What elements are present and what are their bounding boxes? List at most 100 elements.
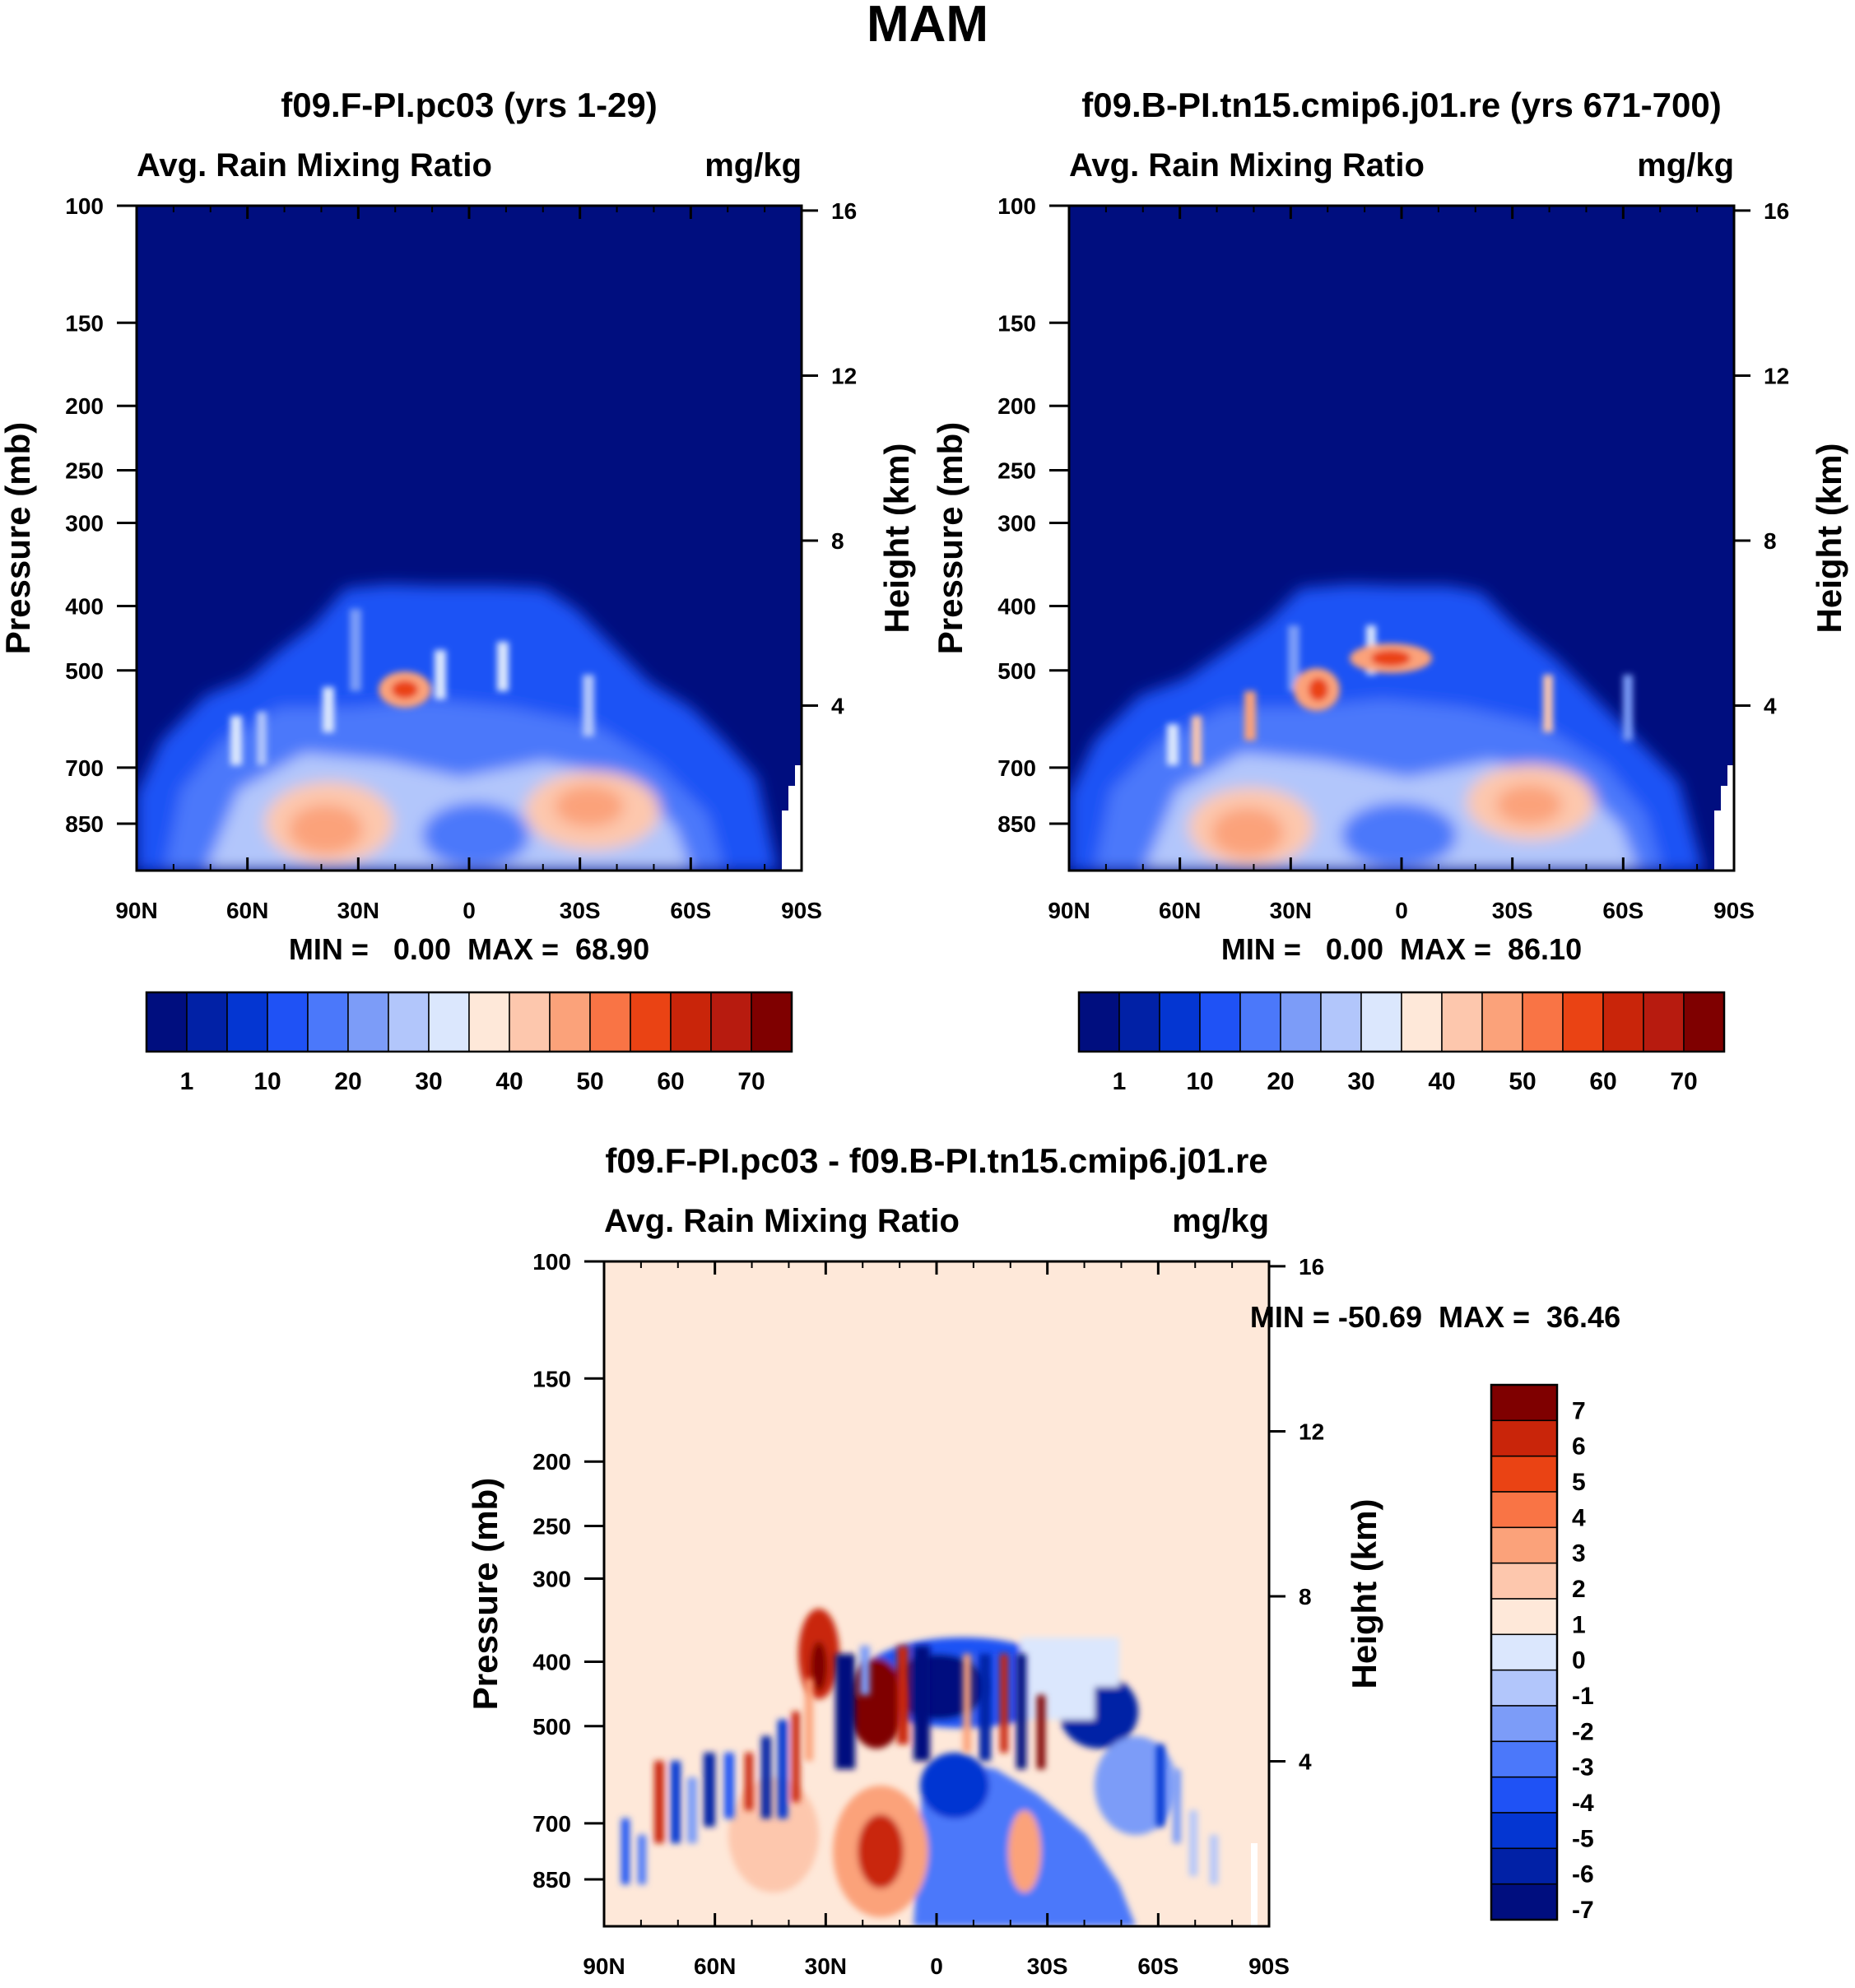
y-tick-label: 300	[532, 1567, 571, 1592]
panel-3-axes: 90N 60N 30N 0 30S 60S 90S 100 150 200 250 300 400 500…	[532, 1249, 1324, 1979]
panel-3-upper-red-2	[811, 1642, 827, 1691]
y-tick-label: 850	[532, 1867, 571, 1893]
colorbar-label: 60	[1589, 1068, 1616, 1095]
colorbar-box	[1360, 992, 1402, 1052]
colorbar-box	[388, 992, 430, 1052]
colorbar-label: 3	[1572, 1540, 1586, 1568]
y2-tick-label: 12	[1299, 1419, 1324, 1444]
y-tick-label: 100	[532, 1249, 571, 1275]
panel-3-streak	[805, 1679, 813, 1761]
colorbar-label: 30	[415, 1068, 442, 1095]
panel-3-colorbar: 7 6 5 4 3 2 1 0 -1 -2 -3 -4 -5 -6 -7	[1490, 1383, 1594, 1924]
panel-3-stats: MIN = -50.69 MAX = 36.46	[1250, 1300, 1620, 1334]
colorbar-box	[1159, 992, 1201, 1052]
colorbar-box	[589, 992, 631, 1052]
colorbar-label: 6	[1572, 1433, 1586, 1461]
panel-3-y2label: Height (km)	[1345, 1499, 1383, 1689]
y-tick-label: 400	[532, 1649, 571, 1674]
colorbar-label: 1	[180, 1068, 194, 1095]
panel-1-title: f09.F-PI.pc03 (yrs 1-29)	[281, 86, 658, 124]
x-tick-label: 90N	[583, 1953, 625, 1979]
x-tick-label: 30N	[805, 1953, 847, 1979]
colorbar-box	[267, 992, 309, 1052]
panel-1-y2label: Height (km)	[877, 444, 916, 634]
panel-1-peak-inner	[392, 680, 418, 699]
colorbar-box	[1078, 992, 1120, 1052]
panel-3-streak	[835, 1654, 855, 1769]
colorbar-box	[1490, 1705, 1558, 1743]
y-tick-label: 400	[997, 593, 1036, 619]
y2-tick-label: 8	[1299, 1584, 1312, 1609]
colorbar-label: 5	[1572, 1469, 1586, 1496]
x-tick-label: 90N	[1048, 898, 1090, 923]
colorbar-label: 0	[1572, 1647, 1586, 1674]
colorbar-label: 70	[737, 1068, 765, 1095]
panel-3-streak	[778, 1720, 788, 1818]
colorbar-label: 50	[576, 1068, 603, 1095]
colorbar-box	[226, 992, 268, 1052]
colorbar-label: -6	[1572, 1861, 1594, 1888]
y2-tick-label: 4	[1299, 1749, 1312, 1774]
panel-3-streak	[638, 1835, 646, 1884]
colorbar-label: 20	[1267, 1068, 1294, 1095]
panel-3-tropics-dark-red	[848, 1658, 905, 1749]
y-tick-label: 500	[997, 658, 1036, 684]
x-tick-label: 30S	[1492, 898, 1533, 923]
colorbar-box	[1522, 992, 1564, 1052]
colorbar-label: 50	[1509, 1068, 1536, 1095]
y-tick-label: 250	[997, 458, 1036, 484]
panel-3-red-patch-inner	[858, 1814, 904, 1888]
panel-3-streak	[1173, 1769, 1181, 1843]
x-tick-label: 60S	[670, 898, 711, 923]
colorbar-box	[1683, 992, 1725, 1052]
colorbar-box	[509, 992, 551, 1052]
panel-1-axes: 90N 60N 30N 0 30S 60S 90S 100 150 200 250 300 400 500…	[65, 193, 857, 923]
panel-3-streak	[1037, 1695, 1045, 1769]
colorbar-box	[468, 992, 510, 1052]
panel-1-ylabel: Pressure (mb)	[0, 422, 37, 654]
panel-3-ylabel: Pressure (mb)	[466, 1478, 504, 1710]
y2-tick-label: 16	[1764, 198, 1789, 224]
colorbar-box	[1643, 992, 1685, 1052]
panel-1-colorbar: 1 10 20 30 40 50 60 70	[145, 991, 793, 1095]
y-tick-label: 400	[65, 593, 104, 619]
panel-2-core-blue	[1341, 802, 1457, 868]
colorbar-label: -1	[1572, 1683, 1594, 1710]
colorbar-box	[1490, 1847, 1558, 1885]
panel-3-streak	[1016, 1654, 1026, 1769]
panel-1-left-string: Avg. Rain Mixing Ratio	[137, 147, 492, 183]
y-tick-label: 150	[65, 310, 104, 336]
colorbar-label: 1	[1113, 1068, 1127, 1095]
panel-3-streak	[860, 1646, 870, 1695]
panel-1-nh-max-inner	[289, 805, 363, 854]
panel-1-stats: MIN = 0.00 MAX = 68.90	[289, 932, 649, 966]
panel-2-streak	[1288, 625, 1299, 691]
panel-2-sh-max-inner	[1496, 785, 1562, 824]
colorbar-box	[1490, 1598, 1558, 1636]
colorbar-box	[1401, 992, 1443, 1052]
panel-1-streak	[350, 609, 361, 691]
panel-3-streak	[724, 1753, 734, 1818]
y2-tick-label: 8	[831, 528, 844, 554]
colorbar-label: 1	[1572, 1611, 1586, 1638]
x-tick-label: 60S	[1602, 898, 1643, 923]
colorbar-box	[1490, 1812, 1558, 1850]
panel-3-field	[604, 1261, 1269, 1926]
x-tick-label: 90S	[1248, 1953, 1290, 1979]
panel-2: f09.B-PI.tn15.cmip6.j01.re (yrs 671-700)…	[931, 86, 1848, 1095]
x-tick-label: 30S	[560, 898, 601, 923]
y2-tick-label: 8	[1764, 528, 1777, 554]
colorbar-frame	[1490, 1383, 1559, 1921]
panel-3-streak	[1156, 1744, 1165, 1827]
panel-3-blue-core	[920, 1753, 989, 1818]
x-tick-label: 60N	[1159, 898, 1201, 923]
panel-3: f09.F-PI.pc03 - f09.B-PI.tn15.cmip6.j01.…	[466, 1141, 1620, 1979]
x-tick-label: 90S	[1713, 898, 1755, 923]
y2-tick-label: 12	[1764, 363, 1789, 388]
panel-1-missing-data	[782, 765, 802, 871]
y-tick-label: 850	[997, 811, 1036, 837]
colorbar-label: -3	[1572, 1754, 1594, 1781]
colorbar-box	[751, 992, 793, 1052]
panel-3-streak	[671, 1761, 681, 1843]
panel-3-streak	[704, 1753, 715, 1827]
